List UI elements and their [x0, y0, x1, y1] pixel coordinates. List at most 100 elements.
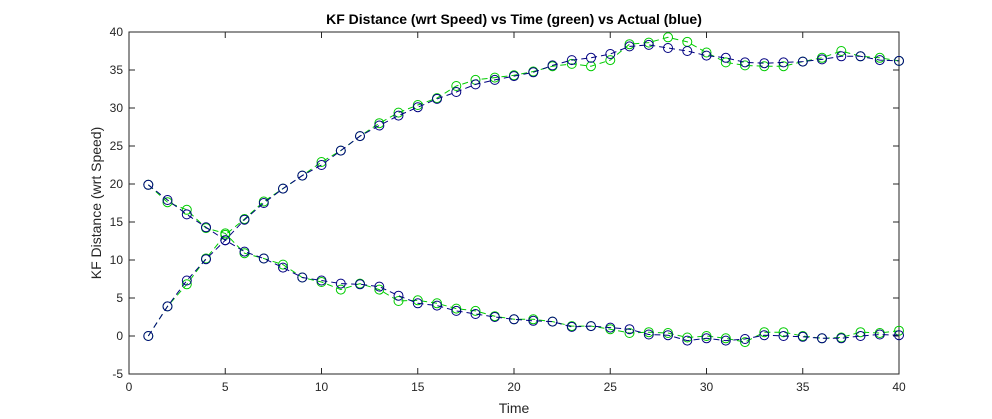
- data-point: [201, 254, 211, 265]
- data-point: [528, 67, 539, 78]
- data-point: [605, 49, 616, 59]
- data-point: [470, 79, 481, 90]
- y-tick-label: 15: [110, 215, 124, 229]
- data-point: [894, 55, 904, 66]
- series-2: [143, 39, 904, 341]
- data-point: [663, 43, 673, 53]
- y-tick-label: 30: [110, 101, 124, 115]
- data-point: [470, 309, 481, 319]
- data-point: [374, 120, 385, 131]
- data-point: [740, 60, 750, 71]
- chart-title: KF Distance (wrt Speed) vs Time (green) …: [326, 11, 702, 27]
- data-point: [836, 51, 847, 62]
- data-point: [778, 61, 789, 72]
- data-point: [181, 209, 192, 220]
- data-point: [162, 301, 173, 312]
- data-point: [874, 329, 885, 340]
- y-tick-label: 0: [116, 329, 123, 343]
- data-point: [470, 305, 481, 316]
- data-point: [528, 315, 539, 326]
- y-axis-label: KF Distance (wrt Speed): [88, 127, 104, 280]
- data-point: [720, 333, 731, 344]
- data-point: [393, 290, 404, 301]
- data-point: [586, 61, 596, 72]
- data-point: [412, 295, 423, 306]
- data-point: [489, 312, 500, 322]
- data-point: [509, 314, 519, 325]
- data-point: [720, 57, 731, 68]
- data-point: [797, 56, 808, 67]
- data-point: [335, 145, 346, 156]
- data-point: [451, 303, 462, 314]
- data-point: [778, 327, 789, 338]
- data-point: [740, 334, 750, 344]
- data-point: [220, 235, 231, 246]
- data-point: [566, 321, 577, 332]
- y-tick-label: -5: [112, 367, 123, 381]
- data-point: [201, 222, 211, 233]
- x-tick-labels: 0 5 10 15 20 25 30 35 40: [126, 380, 906, 394]
- data-point: [547, 316, 558, 327]
- data-point: [605, 322, 616, 333]
- data-point: [855, 327, 866, 338]
- y-tick-label: 25: [110, 139, 124, 153]
- data-point: [432, 93, 442, 104]
- data-point: [451, 305, 462, 316]
- series-3: [143, 179, 904, 348]
- data-point: [489, 72, 500, 83]
- data-point: [720, 335, 731, 346]
- data-point: [451, 81, 462, 91]
- data-point: [624, 328, 635, 338]
- data-point: [412, 102, 423, 113]
- data-point: [316, 275, 327, 286]
- series-line: [147, 36, 900, 337]
- data-point: [181, 275, 192, 286]
- data-point: [817, 54, 827, 65]
- data-point: [566, 55, 577, 66]
- series-layer: [143, 32, 904, 348]
- data-point: [586, 321, 596, 332]
- data-point: [278, 259, 288, 270]
- data-point: [509, 71, 519, 82]
- data-point: [335, 278, 346, 289]
- data-point: [393, 296, 404, 306]
- y-tick-label: 20: [110, 177, 124, 191]
- data-point: [393, 110, 404, 121]
- data-point: [759, 61, 770, 72]
- data-point: [547, 60, 558, 71]
- data-point: [759, 330, 770, 341]
- series-4: [143, 179, 904, 346]
- y-tick-label: 40: [110, 25, 124, 39]
- x-axis-label: Time: [499, 400, 530, 416]
- data-point: [663, 32, 673, 43]
- data-point: [374, 281, 385, 292]
- data-point: [258, 198, 269, 208]
- data-point: [643, 39, 654, 50]
- data-point: [432, 298, 442, 309]
- data-point: [181, 204, 192, 215]
- data-point: [586, 52, 596, 63]
- data-point: [855, 51, 866, 62]
- data-point: [393, 107, 404, 118]
- series-line: [147, 44, 900, 337]
- data-point: [566, 58, 577, 69]
- data-point: [605, 55, 616, 66]
- data-point: [643, 37, 654, 48]
- data-point: [297, 272, 308, 283]
- data-point: [894, 325, 904, 336]
- data-point: [701, 333, 712, 344]
- data-point: [759, 327, 770, 338]
- data-point: [143, 331, 154, 341]
- data-point: [624, 41, 635, 52]
- data-point: [451, 87, 462, 97]
- data-point: [239, 214, 250, 225]
- x-tick-label: 25: [604, 380, 618, 394]
- data-point: [316, 160, 327, 170]
- data-point: [624, 39, 635, 50]
- data-point: [663, 328, 673, 338]
- data-point: [355, 279, 365, 290]
- data-point: [220, 228, 231, 239]
- data-point: [855, 331, 866, 341]
- x-tick-label: 0: [126, 380, 133, 394]
